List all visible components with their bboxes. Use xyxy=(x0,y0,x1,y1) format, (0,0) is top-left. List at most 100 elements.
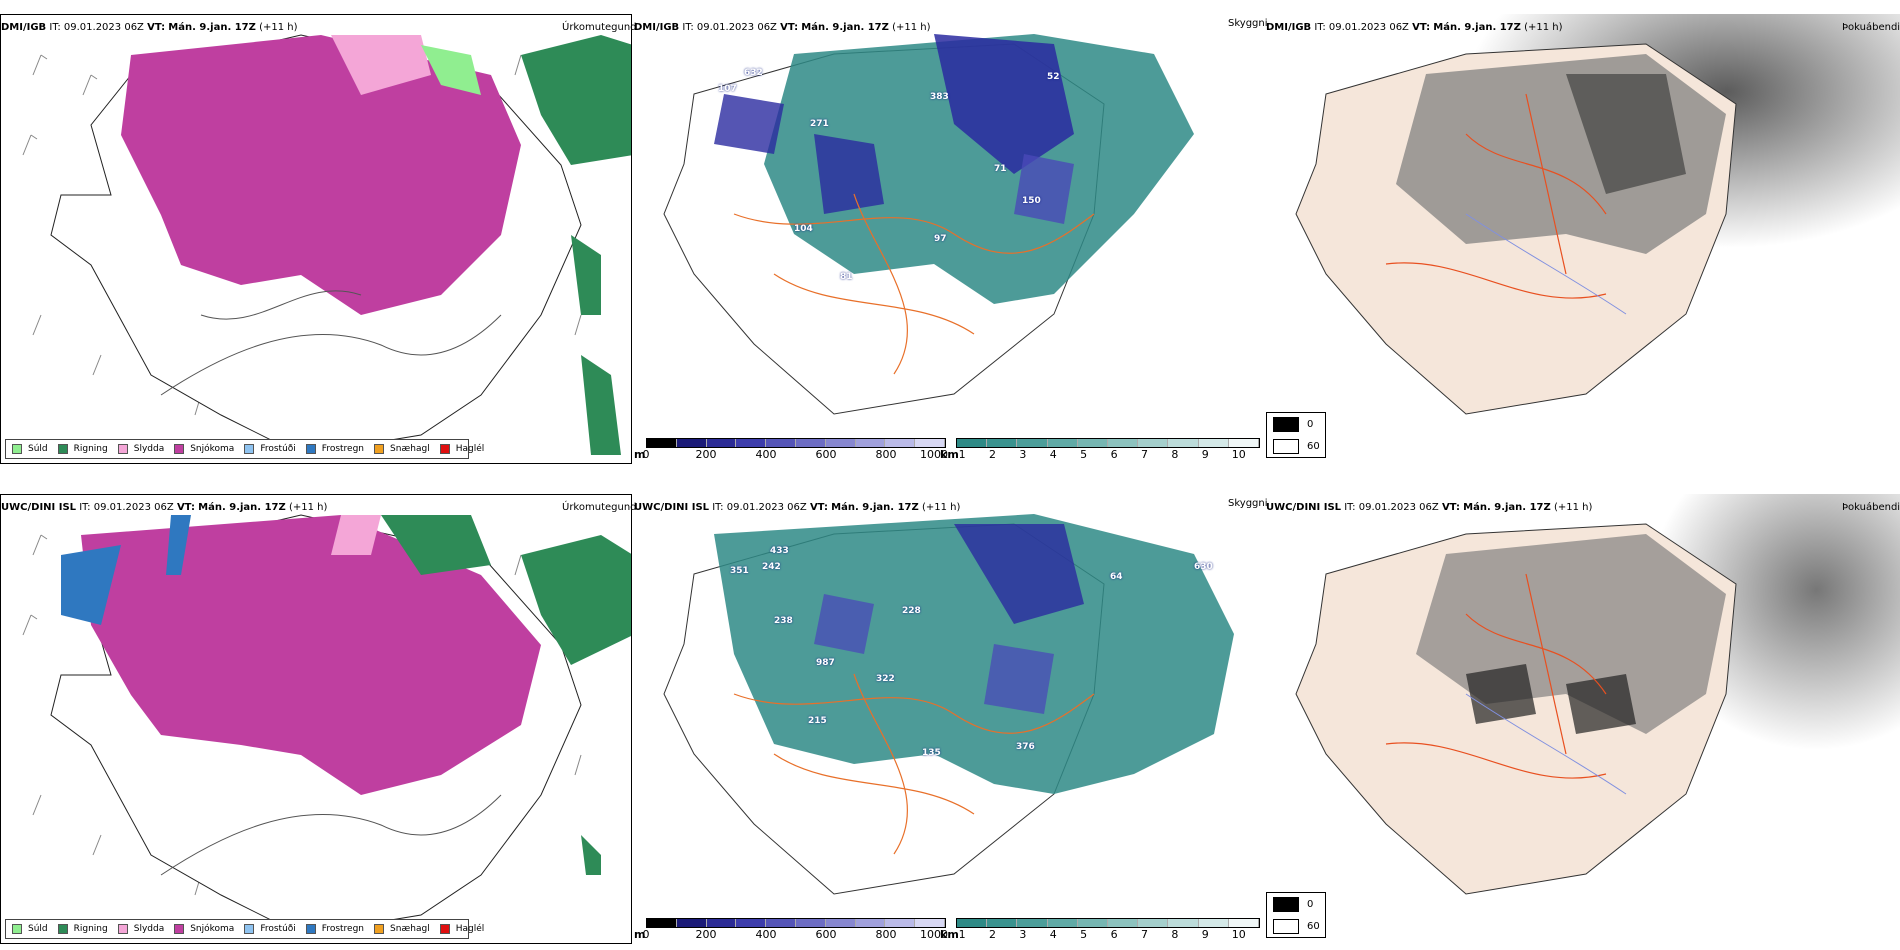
vis-label: 987 xyxy=(816,658,835,668)
vis-label: 630 xyxy=(1194,562,1213,572)
vis-label: 376 xyxy=(1016,742,1035,752)
scale-km-row2: 1 2 3 4 5 6 7 8 9 10 xyxy=(956,918,1260,942)
it-value: 09.01.2023 06Z xyxy=(696,22,777,33)
legend-item: Frostúði xyxy=(244,924,296,934)
tick-label: 2 xyxy=(988,448,996,461)
fog-map-canvas xyxy=(1295,494,1900,895)
vis-label: 632 xyxy=(744,68,763,78)
fog-header-row1: DMI/IGB IT: 09.01.2023 06Z VT: Mán. 9.ja… xyxy=(1266,22,1563,34)
precip-map-canvas xyxy=(22,514,631,936)
precip-legend: Súld Rigning Slydda Snjókoma Frostúði Fr… xyxy=(5,439,484,459)
tick-label: 3 xyxy=(1019,448,1027,461)
vis-label: 238 xyxy=(774,616,793,626)
legend-item: Slydda xyxy=(117,924,164,934)
tick-label: 4 xyxy=(1049,448,1057,461)
visibility-map-row2: 433 351 242 238 228 64 630 987 322 215 3… xyxy=(634,494,1264,944)
legend-swatch xyxy=(117,444,128,454)
model-name: UWC/DINI ISL xyxy=(1266,502,1342,513)
legend-swatch xyxy=(244,444,255,454)
vis-label: 215 xyxy=(808,716,827,726)
legend-swatch xyxy=(57,924,68,934)
fog-legend-value: 60 xyxy=(1307,440,1320,452)
legend-label: Rigning xyxy=(73,924,108,934)
fog-legend-value: 0 xyxy=(1307,898,1314,910)
legend-item: Súld xyxy=(12,924,48,934)
legend-item: Rigning xyxy=(57,924,108,934)
vt-label: VT: xyxy=(176,502,195,513)
model-name: UWC/DINI ISL xyxy=(634,502,710,513)
tick-label: 3 xyxy=(1019,928,1027,941)
tick-label: 8 xyxy=(1171,448,1179,461)
visibility-map-canvas xyxy=(663,34,1194,415)
legend-swatch xyxy=(57,444,68,454)
tick-label: 200 xyxy=(695,928,717,941)
legend-item: Snjókoma xyxy=(174,444,234,454)
legend-label: Snjókoma xyxy=(190,924,235,934)
scale-m-unit: m xyxy=(634,928,646,941)
legend-label: Haglél xyxy=(455,444,485,454)
fog-legend-row2: 0 60 xyxy=(1266,892,1326,938)
vis-label: 271 xyxy=(810,119,829,129)
legend-swatch xyxy=(174,444,185,454)
scale-km-bar xyxy=(956,438,1260,448)
tick-label: 10 xyxy=(1231,448,1246,461)
vt-label: VT: xyxy=(1412,22,1431,33)
scale-m-row2: 0 200 400 600 800 1000 xyxy=(643,918,949,942)
tick-label: 800 xyxy=(875,928,897,941)
model-name: UWC/DINI ISL xyxy=(1,502,77,513)
fog-map-row1 xyxy=(1266,14,1900,464)
precip-legend: Súld Rigning Slydda Snjókoma Frostúði Fr… xyxy=(5,919,484,939)
tick-label: 200 xyxy=(695,448,717,461)
scale-km-row1: 1 2 3 4 5 6 7 8 9 10 xyxy=(956,438,1260,462)
precip-map-canvas xyxy=(22,34,631,456)
legend-label: Frostúði xyxy=(260,924,296,934)
precip-map-row2: Súld Rigning Slydda Snjókoma Frostúði Fr… xyxy=(0,494,632,944)
legend-item: Frostregn xyxy=(305,924,364,934)
tick-label: 400 xyxy=(755,928,777,941)
legend-label: Snjókoma xyxy=(190,444,235,454)
legend-item: Frostúði xyxy=(244,444,296,454)
precip-header-row1: DMI/IGB IT: 09.01.2023 06Z VT: Mán. 9.ja… xyxy=(1,22,298,34)
tick-label: 4 xyxy=(1049,928,1057,941)
scale-km-ticks: 1 2 3 4 5 6 7 8 9 10 xyxy=(956,928,1260,942)
lead-time: (+11 h) xyxy=(892,22,931,33)
scale-m-ticks: 0 200 400 600 800 1000 xyxy=(643,928,949,942)
vt-label: VT: xyxy=(809,502,828,513)
legend-swatch xyxy=(117,924,128,934)
scale-km-unit: km xyxy=(940,928,959,941)
visibility-header-row2: UWC/DINI ISL IT: 09.01.2023 06Z VT: Mán.… xyxy=(634,502,960,514)
legend-swatch xyxy=(244,924,255,934)
vis-label: 150 xyxy=(1022,196,1041,206)
model-name: DMI/IGB xyxy=(1,22,47,33)
legend-label: Haglél xyxy=(455,924,485,934)
vis-label: 135 xyxy=(922,748,941,758)
vt-value: Mán. 9.jan. 17Z xyxy=(1433,22,1521,33)
tick-label: 600 xyxy=(815,928,837,941)
tick-label: 2 xyxy=(988,928,996,941)
legend-swatch xyxy=(305,444,316,454)
legend-swatch xyxy=(439,444,450,454)
legend-label: Rigning xyxy=(73,444,108,454)
vis-label: 81 xyxy=(840,272,853,282)
legend-label: Súld xyxy=(28,924,48,934)
legend-swatch xyxy=(439,924,450,934)
tick-label: 1000 xyxy=(920,448,948,461)
tick-label: 5 xyxy=(1080,448,1088,461)
scale-km-bar xyxy=(956,918,1260,928)
vis-label: 433 xyxy=(770,546,789,556)
it-label: IT: xyxy=(712,502,724,513)
legend-swatch xyxy=(12,444,22,454)
fog-map-row2 xyxy=(1266,494,1900,944)
legend-label: Frostregn xyxy=(321,444,365,454)
vt-value: Mán. 9.jan. 17Z xyxy=(168,22,256,33)
model-name: DMI/IGB xyxy=(634,22,680,33)
lead-time: (+11 h) xyxy=(259,22,298,33)
vis-label: 71 xyxy=(994,164,1007,174)
it-value: 09.01.2023 06Z xyxy=(1328,22,1409,33)
it-label: IT: xyxy=(79,502,91,513)
fog-map-canvas xyxy=(1295,14,1900,415)
fog-legend-black: 0 xyxy=(1267,413,1325,435)
vis-label: 228 xyxy=(902,606,921,616)
lead-time: (+11 h) xyxy=(921,502,961,513)
vis-label: 322 xyxy=(876,674,895,684)
